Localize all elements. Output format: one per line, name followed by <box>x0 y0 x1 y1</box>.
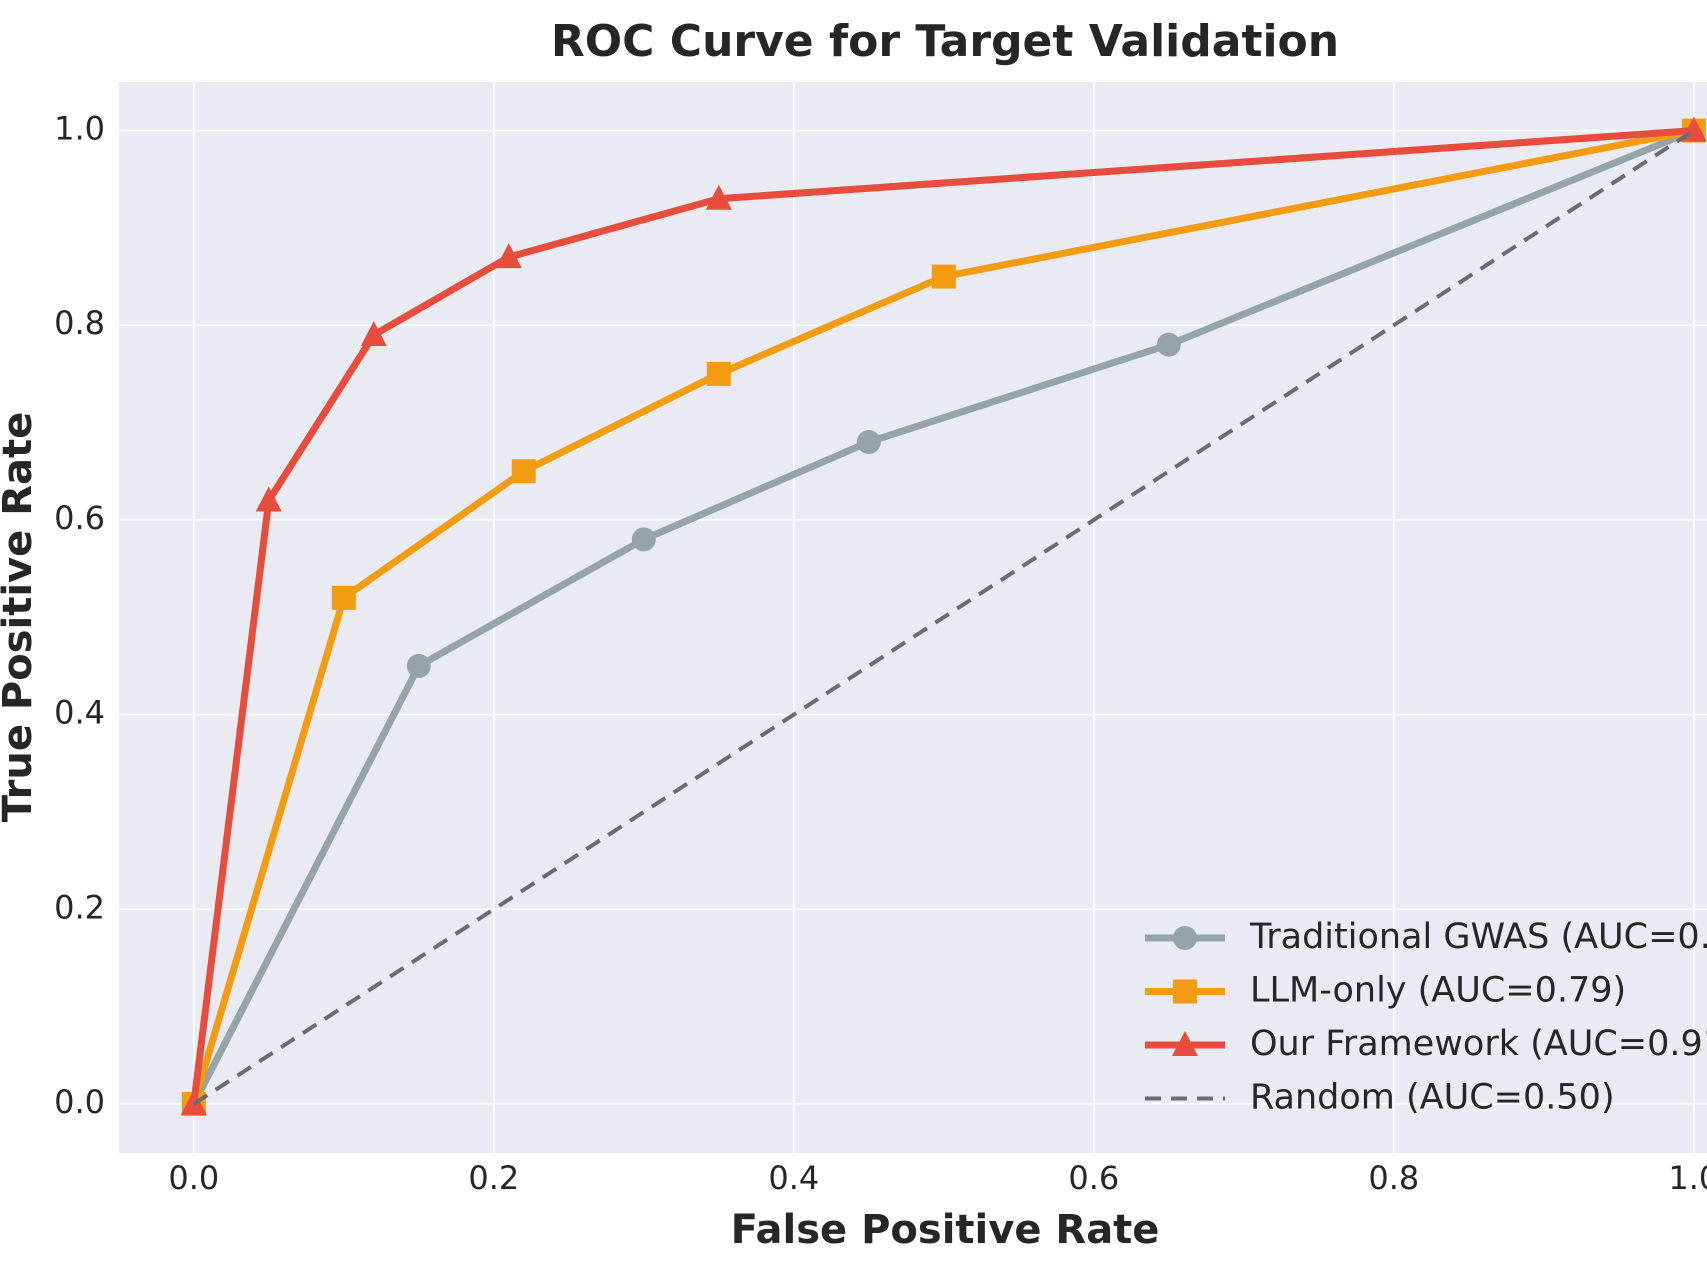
marker <box>1173 926 1197 950</box>
legend-label: Our Framework (AUC=0.91) <box>1250 1024 1707 1064</box>
y-tick-label: 0.0 <box>54 1083 105 1121</box>
marker <box>360 320 387 346</box>
y-axis-label: True Positive Rate <box>0 412 41 822</box>
series-line <box>192 128 1695 1106</box>
marker <box>255 486 282 512</box>
x-tick-label: 1.0 <box>1668 1159 1707 1197</box>
marker <box>1156 332 1181 357</box>
x-tick-label: 0.8 <box>1368 1159 1419 1197</box>
plot-background <box>119 82 1707 1153</box>
x-axis-label: False Positive Rate <box>731 1207 1160 1253</box>
marker <box>1172 1031 1198 1056</box>
marker <box>495 243 522 269</box>
x-tick-label: 0.2 <box>468 1159 519 1197</box>
series-line <box>190 127 1695 1105</box>
y-tick-label: 1.0 <box>54 110 105 148</box>
y-tick-label: 0.2 <box>54 888 105 926</box>
series-line <box>190 127 1695 1105</box>
chart-title: ROC Curve for Target Validation <box>551 16 1339 67</box>
marker <box>511 459 536 484</box>
marker <box>331 585 356 610</box>
legend-label: LLM-only (AUC=0.79) <box>1250 971 1626 1011</box>
y-tick-label: 0.4 <box>54 694 105 732</box>
marker <box>856 430 881 455</box>
marker <box>406 653 431 678</box>
y-tick-label: 0.8 <box>54 304 105 342</box>
marker <box>1173 979 1197 1004</box>
x-tick-label: 0.0 <box>168 1159 219 1197</box>
legend-label: Traditional GWAS (AUC=0.7 <box>1249 917 1707 957</box>
marker <box>705 184 732 210</box>
x-tick-label: 0.6 <box>1068 1159 1119 1197</box>
marker <box>706 361 731 386</box>
legend-label: Random (AUC=0.50) <box>1250 1078 1615 1118</box>
marker <box>631 527 656 552</box>
x-tick-label: 0.4 <box>768 1159 819 1197</box>
marker <box>931 264 956 289</box>
series-line <box>190 127 1696 1106</box>
y-tick-label: 0.6 <box>54 499 105 537</box>
